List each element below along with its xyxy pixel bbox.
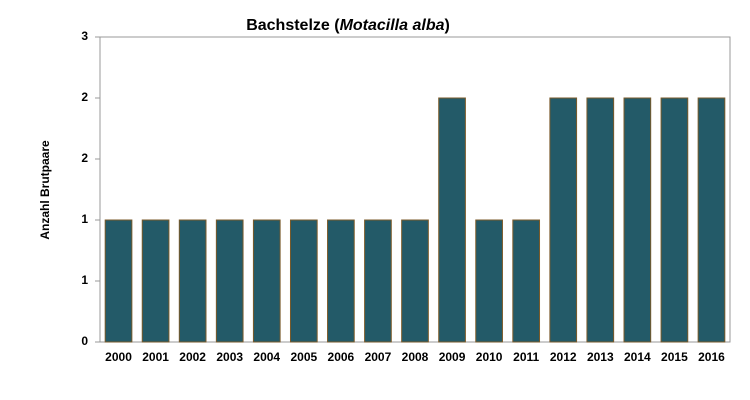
x-tick-label: 2011	[513, 350, 539, 364]
y-tick-label: 0	[81, 334, 88, 348]
y-tick-label: 1	[81, 212, 88, 226]
y-axis-label: Anzahl Brutpaare	[38, 140, 52, 240]
x-tick-label: 2006	[328, 350, 355, 364]
x-tick-label: 2002	[179, 350, 206, 364]
bar	[401, 219, 429, 343]
y-tick-label: 2	[81, 90, 88, 104]
x-tick-label: 2005	[290, 350, 317, 364]
x-tick-label: 2001	[142, 350, 169, 364]
y-tick-label: 2	[81, 151, 88, 165]
bar	[289, 219, 318, 343]
bar	[660, 97, 689, 343]
bar	[586, 97, 615, 343]
x-tick-label: 2013	[587, 350, 614, 364]
x-tick-label: 2008	[402, 350, 429, 364]
x-tick-label: 2014	[624, 350, 651, 364]
bar	[178, 219, 207, 343]
bar	[215, 219, 244, 343]
x-tick-label: 2003	[216, 350, 243, 364]
x-tick-label: 2004	[253, 350, 280, 364]
bar	[327, 219, 355, 343]
bar	[549, 97, 578, 343]
y-tick-label: 3	[81, 29, 88, 43]
title-part: Bachstelze (	[246, 17, 340, 34]
bar	[623, 97, 652, 343]
bar	[141, 219, 170, 343]
x-tick-label: 2012	[550, 350, 577, 364]
x-tick-label: 2009	[439, 350, 466, 364]
chart-title: Bachstelze (Motacilla alba)	[246, 17, 450, 34]
bar	[475, 219, 503, 343]
y-tick-label: 1	[81, 273, 88, 287]
bar	[364, 219, 392, 343]
x-tick-label: 2016	[698, 350, 725, 364]
x-tick-label: 2000	[105, 350, 132, 364]
bar	[104, 219, 133, 343]
title-part: Motacilla alba	[340, 17, 445, 34]
x-tick-label: 2007	[365, 350, 392, 364]
bar	[438, 97, 466, 343]
bar	[697, 97, 726, 343]
bar	[252, 219, 281, 343]
x-tick-label: 2015	[661, 350, 688, 364]
bar	[512, 219, 541, 343]
x-tick-label: 2010	[476, 350, 503, 364]
title-part: )	[444, 17, 449, 34]
